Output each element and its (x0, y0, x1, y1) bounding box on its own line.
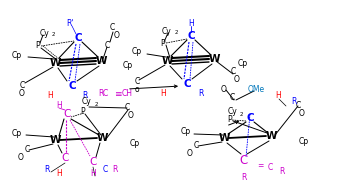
Text: H: H (188, 19, 194, 28)
Text: W: W (95, 56, 107, 66)
Text: P: P (228, 115, 232, 125)
Text: R: R (291, 98, 297, 106)
Text: ≡: ≡ (114, 90, 122, 98)
Text: OMe: OMe (247, 85, 265, 94)
Text: W: W (49, 58, 61, 68)
Text: P: P (161, 39, 165, 47)
Text: R: R (112, 166, 118, 174)
Text: P: P (81, 108, 85, 116)
Text: H: H (275, 91, 281, 101)
Text: P: P (36, 40, 40, 50)
Text: H: H (56, 101, 62, 109)
Text: Cp: Cp (130, 139, 140, 147)
Text: H: H (56, 170, 62, 178)
Text: W: W (218, 133, 230, 143)
Text: Cy: Cy (227, 108, 237, 116)
Text: O: O (114, 32, 120, 40)
Text: R: R (198, 90, 204, 98)
Text: 2: 2 (94, 101, 98, 106)
Text: W: W (208, 54, 220, 64)
Text: H: H (160, 90, 166, 98)
Text: R: R (82, 91, 88, 101)
Text: H: H (90, 170, 96, 178)
Text: Cp: Cp (123, 61, 133, 70)
Text: Cp: Cp (132, 47, 142, 57)
Text: C: C (110, 23, 115, 33)
Text: R: R (279, 167, 285, 177)
Text: O: O (234, 75, 240, 84)
Text: W: W (161, 56, 173, 66)
Text: W: W (49, 135, 61, 145)
Text: C: C (24, 146, 30, 154)
Text: C: C (63, 109, 71, 119)
Text: Cy: Cy (82, 98, 92, 106)
Text: C: C (267, 163, 273, 173)
Text: 2: 2 (174, 30, 178, 36)
Text: C: C (295, 101, 301, 111)
Text: C: C (183, 79, 191, 89)
Text: Cp: Cp (238, 60, 248, 68)
Text: C: C (104, 40, 110, 50)
Text: R: R (241, 174, 247, 183)
Text: C: C (246, 113, 254, 123)
Text: C: C (102, 166, 108, 174)
Text: Cy: Cy (162, 26, 172, 36)
Text: =: = (257, 161, 263, 170)
Text: O: O (187, 149, 193, 159)
Text: C: C (240, 153, 248, 167)
Text: 2: 2 (239, 112, 243, 116)
Text: CH: CH (122, 90, 132, 98)
Text: R': R' (66, 19, 74, 29)
Text: O: O (299, 109, 305, 119)
Text: C: C (74, 33, 82, 43)
Text: C: C (187, 31, 195, 41)
Text: Cy: Cy (39, 29, 49, 37)
Text: C: C (19, 81, 25, 90)
Text: C: C (68, 81, 76, 91)
Text: O: O (128, 112, 134, 121)
Text: O: O (18, 153, 24, 163)
Text: R: R (44, 166, 50, 174)
Text: C: C (124, 104, 130, 112)
Text: Cp: Cp (299, 138, 309, 146)
Text: RC: RC (98, 88, 108, 98)
Text: o: o (135, 85, 139, 94)
Text: W: W (265, 131, 277, 141)
Text: O: O (221, 85, 227, 94)
Text: W: W (96, 133, 108, 143)
Text: O: O (19, 90, 25, 98)
Text: C: C (134, 77, 140, 87)
Text: C: C (89, 157, 97, 167)
Text: C: C (61, 153, 69, 163)
Text: H: H (47, 91, 53, 101)
Text: Cp: Cp (12, 50, 22, 60)
Text: C: C (231, 67, 236, 77)
Text: C: C (193, 142, 198, 150)
Text: Cp: Cp (12, 129, 22, 138)
Text: 2: 2 (51, 33, 55, 37)
Text: Cp: Cp (181, 128, 191, 136)
Text: C: C (229, 94, 235, 102)
